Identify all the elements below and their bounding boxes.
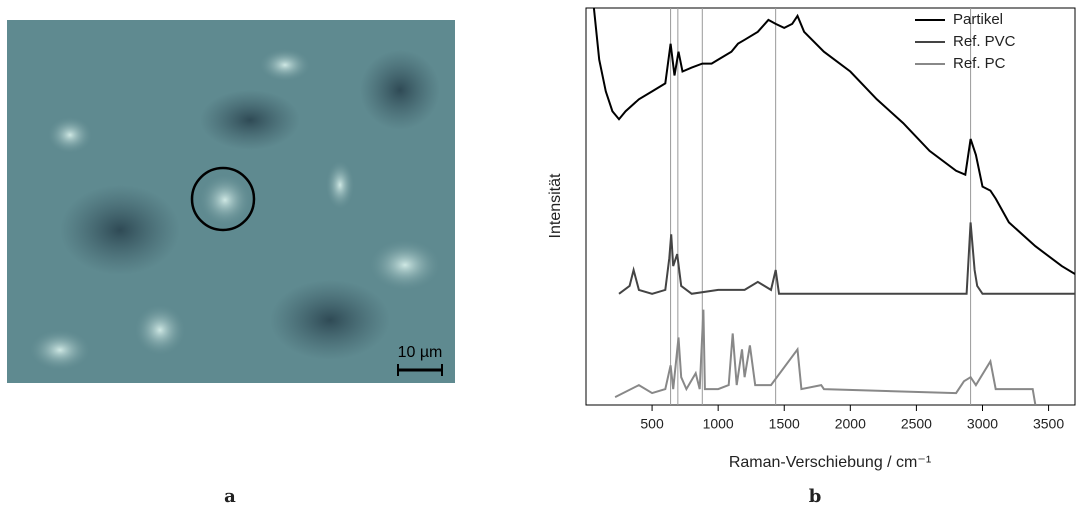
legend-label: Ref. PVC (953, 33, 1016, 50)
y-axis-label: Intensität (547, 173, 564, 238)
x-tick-label: 3000 (967, 416, 998, 432)
panel-label: b (809, 486, 822, 507)
series-line (592, 8, 1075, 275)
micrograph: 10 µm (7, 20, 455, 383)
series-line (618, 222, 1075, 295)
legend-label: Partikel (953, 11, 1003, 28)
x-tick-label: 500 (640, 416, 664, 432)
scale-bar-label: 10 µm (398, 344, 443, 361)
series-line (614, 309, 1037, 405)
plot-frame (585, 7, 1076, 406)
x-tick-label: 1000 (703, 416, 734, 432)
x-tick-label: 3500 (1033, 416, 1064, 432)
x-tick-label: 1500 (769, 416, 800, 432)
x-axis-label: Raman-Verschiebung / cm⁻¹ (729, 454, 931, 471)
x-tick-label: 2000 (835, 416, 866, 432)
panel-label: a (224, 486, 236, 507)
x-tick-label: 2500 (901, 416, 932, 432)
legend-label: Ref. PC (953, 55, 1006, 72)
